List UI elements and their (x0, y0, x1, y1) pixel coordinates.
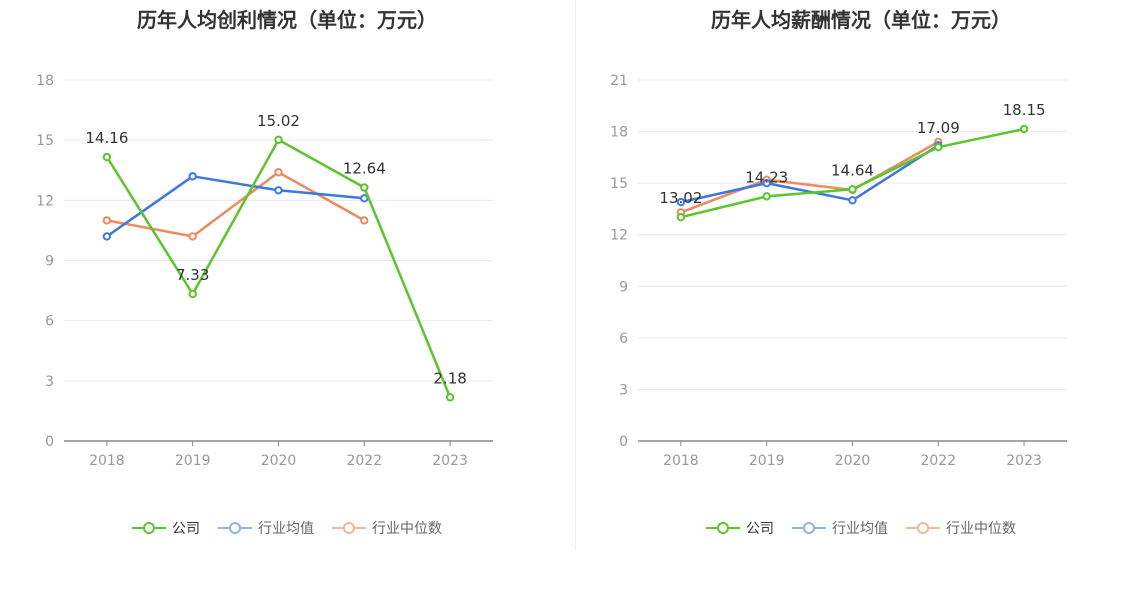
data-point-median (188, 232, 197, 241)
series-line-median (106, 171, 365, 238)
data-label: 15.02 (257, 112, 300, 130)
legend-company-icon (706, 522, 740, 534)
x-tick-label: 2019 (175, 453, 211, 469)
x-tick-label: 2023 (432, 453, 468, 469)
legend-average-label: 行业均值 (832, 521, 888, 537)
legend-company-label: 公司 (746, 521, 774, 537)
data-point-company (676, 212, 686, 222)
salary-per-capita-chart: 0 3 6 9 12 15 18 21 2018 2019 2020 2022 2023 13.02 14.… (610, 73, 1067, 469)
data-point-average (676, 197, 686, 207)
legend-item-median[interactable]: 行业中位数 (332, 518, 442, 538)
data-point-company (848, 185, 857, 194)
y-tick-label: 21 (610, 73, 628, 89)
data-label: 14.16 (85, 129, 128, 147)
data-point-company (445, 393, 455, 402)
x-tick-label: 2023 (1006, 453, 1042, 469)
data-point-company (762, 192, 771, 201)
x-tick-label: 2020 (261, 453, 297, 469)
legend-average-label: 行业均值 (258, 521, 314, 537)
data-label: 7.33 (176, 266, 209, 284)
data-point-average (188, 172, 197, 181)
y-tick-label: 18 (36, 73, 54, 89)
legend: 公司 行业均值 行业中位数 (0, 518, 574, 538)
y-tick-label: 3 (619, 382, 628, 398)
data-point-median (360, 216, 369, 225)
data-point-median (274, 168, 283, 177)
data-label: 2.18 (433, 369, 466, 387)
data-point-company (188, 289, 197, 299)
profit-per-capita-panel: 历年人均创利情况（单位：万元） 0 3 6 9 12 15 18 2018 2019 2020 20… (0, 8, 574, 538)
data-point-average (762, 178, 771, 188)
legend-average-icon (792, 522, 826, 534)
legend-median-icon (332, 522, 366, 534)
data-point-company (1019, 124, 1029, 134)
panel-divider (575, 0, 576, 550)
data-point-company (360, 183, 369, 192)
data-point-average (102, 232, 112, 241)
data-label: 17.09 (917, 119, 960, 137)
legend-average-icon (218, 522, 252, 534)
y-tick-label: 9 (619, 279, 628, 295)
data-label: 13.02 (659, 189, 702, 207)
y-tick-label: 6 (619, 331, 628, 347)
legend-item-median[interactable]: 行业中位数 (906, 518, 1016, 538)
data-label: 14.23 (745, 168, 788, 186)
profit-per-capita-chart: 0 3 6 9 12 15 18 2018 2019 2020 2022 2023 14.16 7.33 1… (36, 73, 493, 469)
legend-item-average[interactable]: 行业均值 (218, 518, 314, 538)
x-tick-label: 2018 (89, 453, 125, 469)
legend-item-company[interactable]: 公司 (706, 518, 774, 538)
y-tick-label: 6 (45, 314, 54, 330)
chart-title: 历年人均薪酬情况（单位：万元） (711, 8, 1011, 32)
series-line-median (680, 140, 939, 214)
x-tick-label: 2022 (920, 453, 956, 469)
legend-median-icon (906, 522, 940, 534)
legend-item-company[interactable]: 公司 (132, 518, 200, 538)
data-point-median (102, 216, 112, 225)
x-tick-label: 2018 (663, 453, 699, 469)
y-tick-label: 9 (45, 254, 54, 270)
legend-item-average[interactable]: 行业均值 (792, 518, 888, 538)
data-point-average (274, 186, 283, 195)
data-point-company (102, 152, 112, 162)
x-tick-label: 2020 (835, 453, 871, 469)
y-tick-label: 18 (610, 125, 628, 141)
y-tick-label: 0 (45, 434, 54, 450)
x-tick-label: 2019 (749, 453, 785, 469)
legend-median-label: 行业中位数 (372, 521, 442, 537)
data-label: 12.64 (343, 159, 386, 177)
x-tick-label: 2022 (346, 453, 382, 469)
y-tick-label: 12 (610, 228, 628, 244)
legend-company-label: 公司 (172, 521, 200, 537)
legend-company-icon (132, 522, 166, 534)
y-tick-label: 15 (36, 133, 54, 149)
salary-per-capita-panel: 历年人均薪酬情况（单位：万元） 0 3 6 9 12 15 18 21 2018 2019 2020… (574, 0, 1148, 589)
data-label: 18.15 (1003, 101, 1046, 119)
legend-median-label: 行业中位数 (946, 521, 1016, 537)
data-point-company (934, 143, 943, 152)
series-line-average (106, 175, 365, 238)
y-tick-label: 15 (610, 176, 628, 192)
y-tick-label: 12 (36, 193, 54, 209)
series-line-company (105, 138, 452, 398)
y-tick-label: 3 (45, 374, 54, 390)
y-tick-label: 0 (619, 434, 628, 450)
chart-title: 历年人均创利情况（单位：万元） (137, 8, 437, 32)
legend: 公司 行业均值 行业中位数 (574, 518, 1148, 538)
data-label: 14.64 (831, 161, 874, 179)
data-point-company (274, 135, 283, 144)
data-point-average (848, 196, 857, 205)
